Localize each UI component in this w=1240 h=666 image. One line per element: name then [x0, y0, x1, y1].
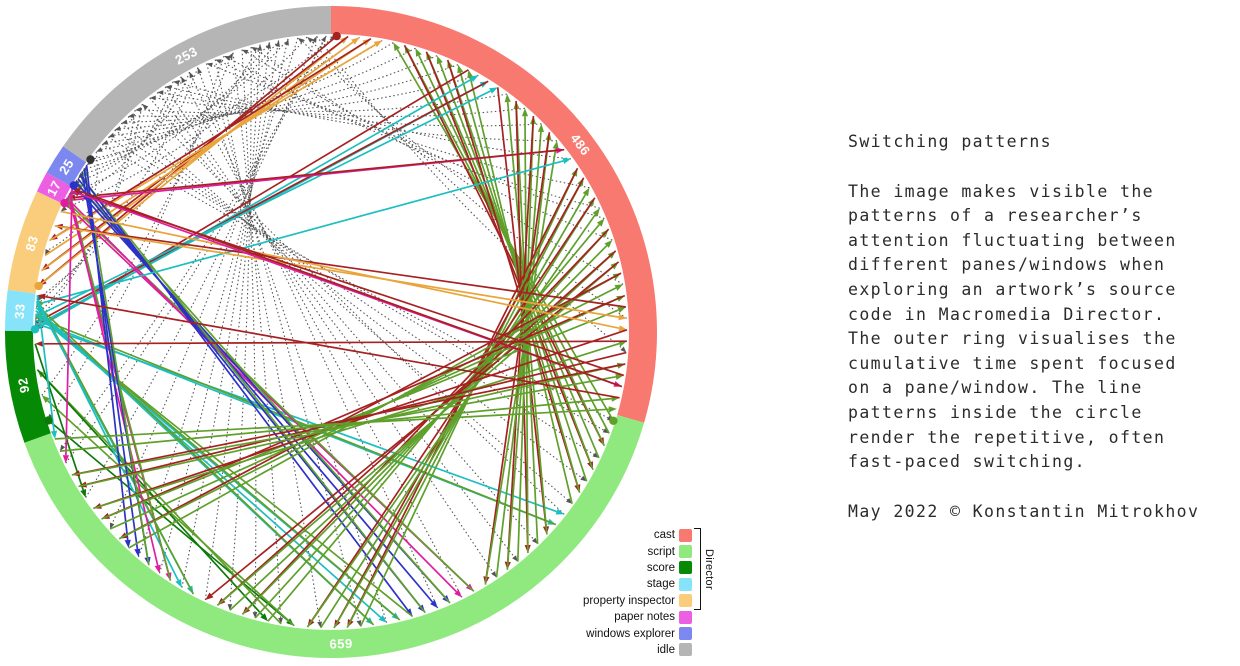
ring-segment-windows_explorer [46, 146, 87, 187]
idle-lines-group [35, 35, 628, 628]
ring-value-property_inspector: 83 [22, 234, 41, 253]
legend-swatch-cast [679, 528, 692, 542]
ring-segment-paper_notes [36, 172, 72, 204]
legend-label-idle: idle [654, 643, 675, 656]
text-panel: Switching patterns The image makes visib… [848, 130, 1240, 524]
legend-label-cast: cast [650, 529, 675, 542]
legend-label-script: script [644, 545, 675, 558]
ring-group [4, 6, 658, 659]
ring-value-windows_explorer: 25 [56, 156, 77, 177]
first-visit-dot-cast [332, 31, 341, 41]
switch-lines-group [34, 35, 628, 629]
first-visit-dot-script [609, 416, 618, 425]
ring-segment-script [24, 415, 645, 659]
first-visit-dot-windows_explorer [69, 181, 79, 190]
ring-value-score: 92 [15, 376, 32, 394]
legend-item-cast: cast [502, 527, 692, 543]
ring-segment-property_inspector [7, 191, 63, 294]
first-visit-dots [30, 31, 618, 425]
director-bracket [694, 528, 701, 610]
ring-segment-idle [63, 6, 331, 163]
legend-label-stage: stage [643, 578, 675, 591]
legend-label-windows_explorer: windows explorer [583, 627, 675, 640]
legend-group-label: Director [703, 548, 715, 590]
first-visit-dot-score [44, 416, 53, 425]
legend-rows: cast script score stage property inspector pa… [502, 527, 692, 658]
legend-swatch-stage [679, 577, 692, 591]
legend: cast script score stage property inspector pa… [502, 527, 717, 658]
description-text: The image makes visible the patterns of … [848, 181, 1177, 472]
first-visit-dot-stage [30, 325, 40, 334]
ring-segment-stage [5, 289, 36, 331]
legend-label-score: score [643, 561, 675, 574]
legend-item-windows_explorer: windows explorer [502, 625, 692, 641]
first-visit-dot-idle [86, 155, 95, 164]
legend-item-idle: idle [502, 642, 692, 658]
ring-value-script: 659 [329, 636, 353, 652]
chart-panel: 486 659 92 33 83 17 25 253 [4, 6, 658, 659]
legend-swatch-idle [679, 643, 692, 657]
legend-label-paper_notes: paper notes [611, 611, 675, 624]
legend-item-paper_notes: paper notes [502, 609, 692, 625]
ring-segment-score [4, 330, 51, 443]
credit-line: May 2022 © Konstantin Mitrokhov [848, 501, 1200, 521]
page-title: Switching patterns [848, 132, 1053, 151]
legend-swatch-windows_explorer [679, 627, 692, 641]
legend-label-property_inspector: property inspector [579, 594, 675, 607]
first-visit-dot-property_inspector [34, 281, 43, 291]
ring-value-stage: 33 [12, 303, 28, 319]
ring-value-paper_notes: 17 [44, 178, 64, 199]
legend-swatch-paper_notes [679, 610, 692, 624]
legend-item-property_inspector: property inspector [502, 593, 692, 609]
legend-item-stage: stage [502, 576, 692, 592]
legend-swatch-property_inspector [679, 594, 692, 608]
legend-item-score: score [502, 560, 692, 576]
first-visit-dot-paper_notes [60, 198, 69, 208]
legend-swatch-script [679, 545, 692, 559]
legend-item-script: script [502, 543, 692, 559]
legend-swatch-score [679, 561, 692, 575]
